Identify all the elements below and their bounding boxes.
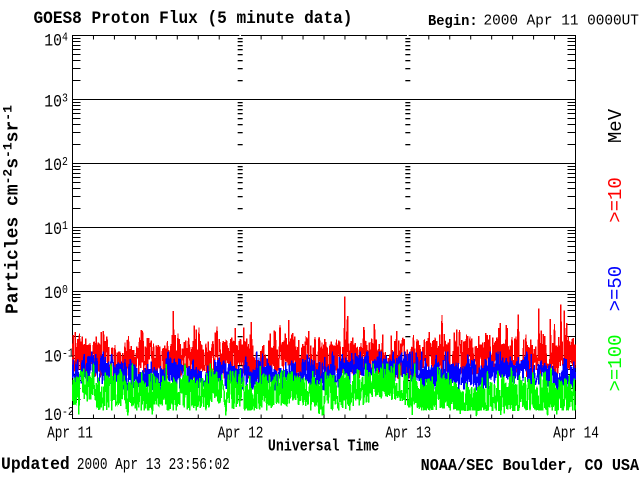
svg-text:Particles cm-2s-1sr-1: Particles cm-2s-1sr-1 <box>1 105 24 314</box>
svg-text:>=100: >=100 <box>605 334 627 391</box>
svg-text:>=50: >=50 <box>605 266 627 312</box>
svg-text:Apr 11: Apr 11 <box>47 423 93 443</box>
svg-text:Apr 13: Apr 13 <box>385 423 431 443</box>
svg-text:Begin:: Begin: <box>428 13 478 30</box>
svg-text:GOES8 Proton Flux (5 minute da: GOES8 Proton Flux (5 minute data) <box>34 9 353 29</box>
svg-text:2000 Apr 13 23:56:02: 2000 Apr 13 23:56:02 <box>77 454 230 474</box>
svg-text:MeV: MeV <box>605 108 627 143</box>
svg-text:102: 102 <box>44 155 68 176</box>
svg-text:Universal Time: Universal Time <box>268 436 379 456</box>
svg-text:2000 Apr 11 0000UT: 2000 Apr 11 0000UT <box>484 13 640 29</box>
svg-text:Apr 12: Apr 12 <box>218 423 264 443</box>
svg-text:>=10: >=10 <box>605 177 627 223</box>
svg-text:103: 103 <box>44 91 68 112</box>
svg-text:Updated: Updated <box>1 455 70 475</box>
svg-text:100: 100 <box>44 283 68 304</box>
svg-text:Apr 14: Apr 14 <box>553 423 599 443</box>
svg-text:NOAA/SEC Boulder, CO USA: NOAA/SEC Boulder, CO USA <box>421 456 640 475</box>
